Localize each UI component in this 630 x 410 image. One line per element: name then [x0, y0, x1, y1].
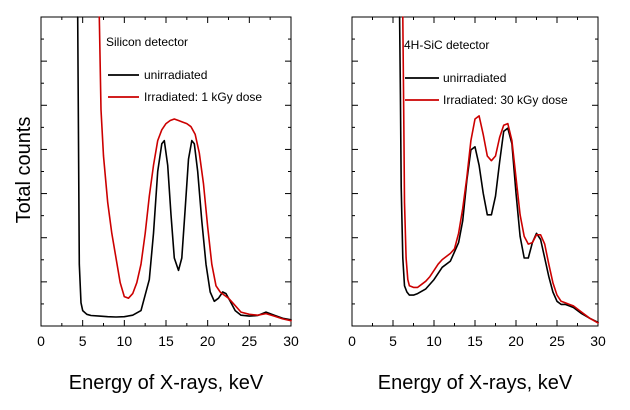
silicon-x-tick-label: 15 — [158, 333, 174, 349]
sic-panel-title: 4H-SiC detector — [404, 38, 489, 52]
silicon-x-axis-label: Energy of X-rays, keV — [69, 372, 264, 394]
sic-series-irradiated-30-kgy-dose — [401, 16, 599, 324]
sic-axis-ticks: 0 5 10 15 20 25 30 — [348, 17, 606, 349]
sic-plot-frame — [351, 16, 599, 327]
silicon-x-tick-label: 10 — [117, 333, 133, 349]
silicon-x-tick-label: 0 — [37, 333, 45, 349]
silicon-legend-label-unirradiated: unirradiated — [144, 68, 207, 82]
silicon-x-tick-label: 20 — [200, 333, 216, 349]
silicon-axis-ticks: 0 5 10 15 20 25 30 — [37, 17, 299, 349]
sic-x-tick-label: 15 — [467, 333, 483, 349]
silicon-series-irradiated-1-kgy-dose — [98, 16, 292, 322]
sic-x-tick-label: 25 — [549, 333, 565, 349]
sic-legend-label-unirradiated: unirradiated — [443, 71, 506, 85]
sic-x-tick-label: 0 — [348, 333, 356, 349]
sic-x-tick-label: 30 — [590, 333, 606, 349]
silicon-series-unirradiated — [76, 16, 292, 321]
silicon-x-tick-label: 5 — [79, 333, 87, 349]
sic-x-tick-label: 10 — [426, 333, 442, 349]
sic-series-group — [398, 16, 599, 324]
silicon-panel-title: Silicon detector — [106, 35, 188, 49]
silicon-panel: 0 5 10 15 20 25 30 Silicon detector unirradiat… — [13, 16, 299, 394]
silicon-legend-label-irradiated: Irradiated: 1 kGy dose — [144, 90, 262, 104]
sic-series-unirradiated — [398, 16, 599, 324]
sic-x-tick-label: 5 — [389, 333, 397, 349]
silicon-y-axis-label: Total counts — [13, 117, 35, 224]
silicon-x-tick-label: 25 — [242, 333, 258, 349]
sic-panel: 0 5 10 15 20 25 30 4H-SiC detector unirradiate… — [348, 16, 606, 394]
sic-x-axis-label: Energy of X-rays, keV — [378, 372, 573, 394]
sic-legend-label-irradiated: Irradiated: 30 kGy dose — [443, 93, 568, 107]
sic-x-tick-label: 20 — [508, 333, 524, 349]
silicon-series-group — [76, 16, 292, 322]
silicon-x-tick-label: 30 — [283, 333, 299, 349]
